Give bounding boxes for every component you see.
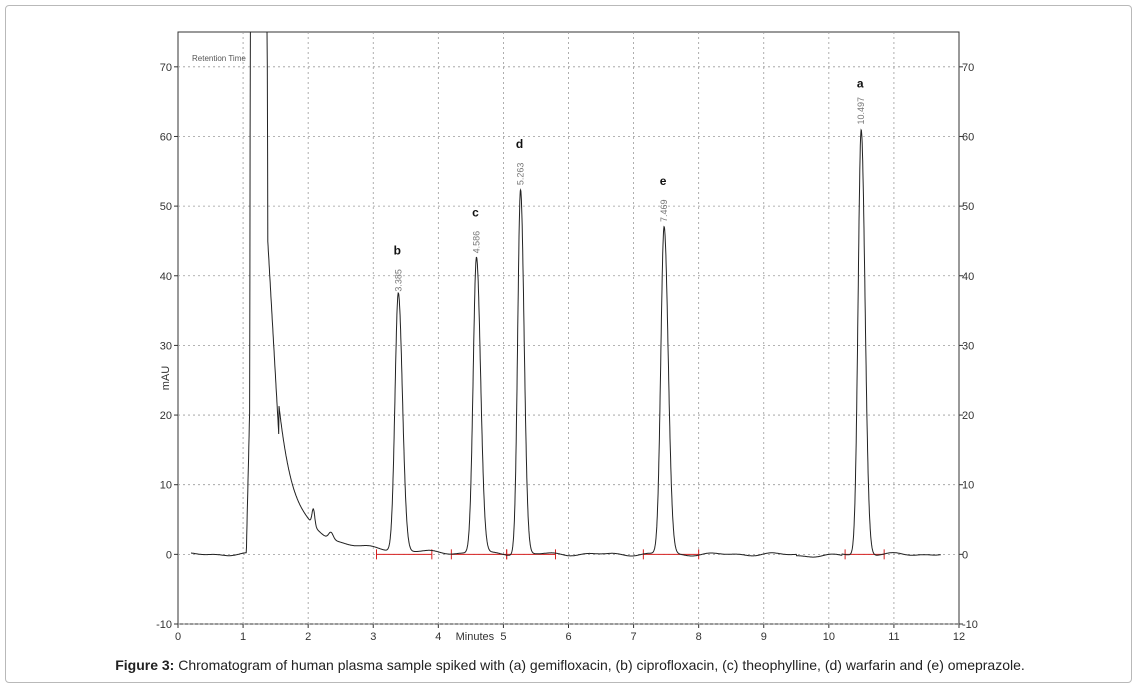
y-axis-title: mAU — [160, 366, 172, 391]
chromatogram-trace — [191, 32, 941, 558]
peak-label-b: b — [394, 244, 401, 258]
y-tick-label-right: -10 — [962, 619, 978, 631]
x-tick-label: 11 — [888, 631, 899, 643]
peak-label-c: c — [472, 205, 479, 219]
y-tick-label-right: 60 — [962, 131, 974, 143]
x-tick-label: 2 — [305, 631, 311, 643]
caption-text: Chromatogram of human plasma sample spik… — [178, 657, 1025, 673]
y-tick-label-left: 10 — [160, 480, 172, 492]
peak-retention-time: 10.497 — [856, 97, 866, 125]
peak-retention-time: 3.385 — [393, 269, 403, 292]
y-tick-label-right: 70 — [962, 62, 974, 74]
y-tick-label-left: 30 — [160, 340, 172, 352]
x-tick-label: 4 — [435, 631, 441, 643]
peak-retention-time: 4.586 — [471, 231, 481, 254]
x-tick-label: 12 — [953, 631, 965, 643]
x-tick-label: 7 — [631, 631, 637, 643]
caption-label: Figure 3: — [115, 657, 175, 673]
peak-label-a: a — [857, 77, 864, 91]
x-tick-label: 1 — [240, 631, 246, 643]
x-tick-label: 6 — [565, 631, 571, 643]
y-tick-label-left: 0 — [166, 549, 172, 561]
y-tick-label-left: 40 — [160, 271, 172, 283]
x-tick-label: 8 — [696, 631, 702, 643]
y-tick-label-right: 10 — [962, 480, 974, 492]
y-tick-label-left: 20 — [160, 410, 172, 422]
peak-retention-time: 7.469 — [659, 199, 669, 222]
y-tick-label-right: 20 — [962, 410, 974, 422]
legend-label: Retention Time — [192, 54, 246, 63]
x-tick-label: 3 — [370, 631, 376, 643]
y-tick-label-right: 50 — [962, 201, 974, 213]
y-tick-label-right: 40 — [962, 271, 974, 283]
x-tick-label: 10 — [823, 631, 835, 643]
y-tick-label-right: 30 — [962, 340, 974, 352]
peak-label-e: e — [660, 174, 667, 188]
y-tick-label-right: 0 — [962, 549, 968, 561]
x-tick-label: 5 — [500, 631, 506, 643]
figure-caption: Figure 3: Chromatogram of human plasma s… — [0, 657, 1140, 673]
x-axis-title: Minutes — [456, 631, 495, 643]
x-tick-label: 0 — [175, 631, 181, 643]
y-tick-label-left: 50 — [160, 201, 172, 213]
peak-retention-time: 5.263 — [516, 163, 526, 186]
y-tick-label-left: 70 — [160, 62, 172, 74]
y-tick-label-left: -10 — [156, 619, 172, 631]
peak-label-d: d — [516, 137, 523, 151]
y-tick-label-left: 60 — [160, 131, 172, 143]
x-tick-label: 9 — [761, 631, 767, 643]
